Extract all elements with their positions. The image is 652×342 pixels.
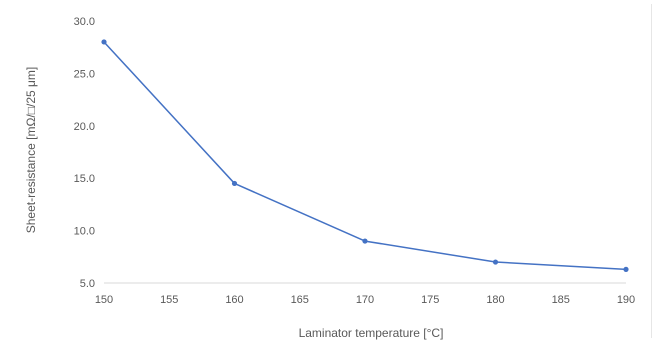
x-tick-label: 180 — [486, 294, 504, 306]
data-point — [623, 266, 629, 272]
x-axis-title: Laminator temperature [°C] — [299, 326, 444, 340]
y-tick-label: 20.0 — [74, 121, 95, 133]
x-tick-label: 165 — [291, 294, 309, 306]
x-tick-label: 185 — [552, 294, 570, 306]
tick-labels: 150 155 160 165 170 175 180 185 190 5.0 10.0 15.0 20… — [74, 16, 636, 306]
y-tick-label: 25.0 — [74, 68, 95, 80]
x-tick-label: 150 — [95, 294, 113, 306]
series — [101, 39, 629, 272]
data-point — [492, 259, 499, 265]
x-tick-label: 175 — [421, 294, 439, 306]
y-axis-title: Sheet-resistance [mΩ/□/25 μm] — [24, 67, 38, 234]
x-tick-label: 170 — [356, 294, 374, 306]
x-tick-label: 160 — [225, 294, 243, 306]
x-tick-label: 155 — [160, 294, 178, 306]
series-line — [103, 41, 627, 271]
y-tick-label: 10.0 — [74, 226, 95, 238]
data-point — [231, 180, 238, 187]
x-tick-label: 190 — [617, 294, 635, 306]
y-tick-label: 15.0 — [74, 173, 95, 185]
data-point — [362, 238, 368, 244]
y-tick-label: 5.0 — [80, 278, 95, 290]
data-point — [101, 39, 107, 45]
y-tick-label: 30.0 — [74, 16, 95, 28]
